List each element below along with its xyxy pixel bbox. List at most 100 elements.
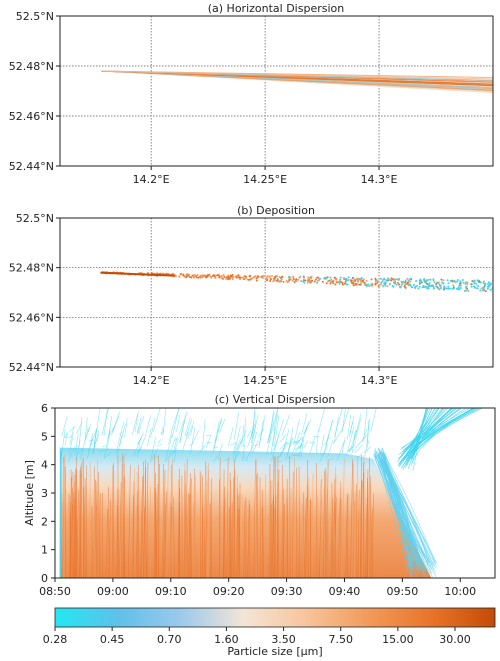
deposition-point — [482, 282, 485, 285]
fine-particle-trajectory — [178, 420, 185, 436]
deposition-point — [221, 277, 224, 280]
deposition-point — [237, 274, 240, 277]
fine-particle-trajectory — [352, 429, 356, 452]
fine-particle-trajectory — [349, 415, 355, 438]
fine-particle-trajectory — [182, 431, 189, 452]
deposition-point — [447, 285, 450, 288]
deposition-point — [300, 279, 303, 282]
fine-particle-trajectory — [189, 427, 196, 454]
fine-particle-trajectory — [149, 436, 156, 463]
fine-particle-trajectory — [69, 434, 74, 455]
deposition-point — [217, 274, 220, 277]
deposition-point — [445, 287, 448, 290]
vertical-trajectory — [208, 504, 210, 578]
fine-particle-trajectory — [173, 441, 179, 454]
y-tick-label: 3 — [41, 487, 48, 500]
vertical-trajectory — [140, 476, 143, 578]
settling-trajectory — [378, 448, 434, 567]
fine-particle-trajectory — [233, 440, 242, 462]
vertical-trajectory — [143, 467, 147, 578]
deposition-point — [325, 282, 328, 285]
colorbar-label: Particle size [μm] — [227, 645, 322, 658]
fine-particle-trajectory — [320, 451, 327, 457]
vertical-trajectory — [307, 459, 309, 578]
fine-particle-trajectory — [243, 416, 247, 448]
deposition-point — [360, 276, 363, 279]
y-tick-label: 0 — [41, 572, 48, 585]
settling-trajectory — [375, 458, 410, 568]
fine-particle-trajectory — [147, 428, 152, 447]
fine-particle-trajectory — [287, 437, 294, 455]
vertical-trajectory — [289, 455, 291, 578]
fine-particle-trajectory — [78, 416, 83, 449]
panel-c-x-ticks: 08:50 09:00 09:10 09:20 09:30 09:40 09:50 10:00 — [39, 578, 476, 598]
vertical-trajectory — [311, 473, 314, 578]
fine-particle-trajectory — [366, 419, 370, 448]
deposition-point — [317, 279, 320, 282]
y-tick-label: 52.5°N — [16, 10, 54, 23]
fine-particle-trajectory — [250, 412, 256, 437]
fine-particle-trajectory — [67, 445, 76, 462]
fine-particle-trajectory — [104, 451, 112, 459]
deposition-point — [314, 278, 317, 281]
settling-trajectory — [380, 455, 422, 575]
deposition-point — [280, 278, 283, 281]
deposition-point — [191, 274, 194, 277]
deposition-point — [407, 284, 410, 287]
deposition-point — [292, 275, 295, 278]
vertical-trajectory — [369, 476, 372, 578]
fine-particle-trajectory — [115, 421, 125, 455]
deposition-point — [325, 277, 328, 280]
deposition-point — [428, 282, 431, 285]
vertical-trajectory — [63, 457, 65, 578]
deposition-point — [345, 283, 348, 286]
deposition-point — [486, 287, 489, 290]
vertical-trajectory — [189, 478, 192, 578]
fine-particle-trajectory — [266, 436, 272, 456]
vertical-trajectory — [230, 502, 233, 578]
deposition-point — [272, 280, 275, 283]
deposition-point — [381, 280, 384, 283]
deposition-point — [306, 281, 309, 284]
y-tick-label: 4 — [41, 459, 48, 472]
deposition-point — [210, 276, 213, 279]
fine-particle-trajectory — [101, 408, 109, 436]
deposition-point — [483, 280, 486, 283]
fine-particle-trajectory — [169, 436, 176, 455]
deposition-point — [388, 282, 391, 285]
panel-a-x-ticks: 14.2°E 14.25°E 14.3°E — [133, 166, 398, 186]
deposition-point — [229, 275, 232, 278]
deposition-point — [455, 280, 458, 283]
deposition-point — [376, 280, 379, 283]
deposition-point — [384, 284, 387, 287]
plume-envelope — [59, 447, 432, 578]
deposition-point — [482, 286, 485, 289]
deposition-point — [334, 283, 337, 286]
vertical-trajectory — [271, 496, 274, 578]
vertical-trajectory — [132, 495, 134, 578]
deposition-point — [457, 288, 460, 291]
fine-particle-trajectory — [267, 412, 275, 444]
vertical-trajectory — [83, 486, 86, 578]
deposition-point — [223, 275, 226, 278]
vertical-trajectory — [270, 480, 273, 578]
fine-particle-trajectory — [247, 428, 254, 448]
fine-particle-trajectory — [309, 441, 316, 444]
deposition-point — [345, 277, 348, 280]
deposition-point — [235, 276, 238, 279]
deposition-point — [352, 284, 355, 287]
fine-particle-trajectory — [217, 443, 223, 460]
deposition-point — [439, 286, 442, 289]
y-tick-label: 52.46°N — [9, 110, 54, 123]
deposition-point — [432, 286, 435, 289]
deposition-point — [379, 277, 382, 280]
deposition-point — [298, 276, 301, 279]
fine-particle-trajectory — [179, 415, 186, 444]
deposition-point — [295, 280, 298, 283]
vertical-trajectory — [261, 506, 264, 578]
deposition-point — [448, 287, 451, 290]
deposition-point — [473, 286, 476, 289]
deposition-point — [347, 276, 350, 279]
vertical-trajectory — [62, 502, 64, 578]
panel-b-title: (b) Deposition — [237, 204, 315, 217]
